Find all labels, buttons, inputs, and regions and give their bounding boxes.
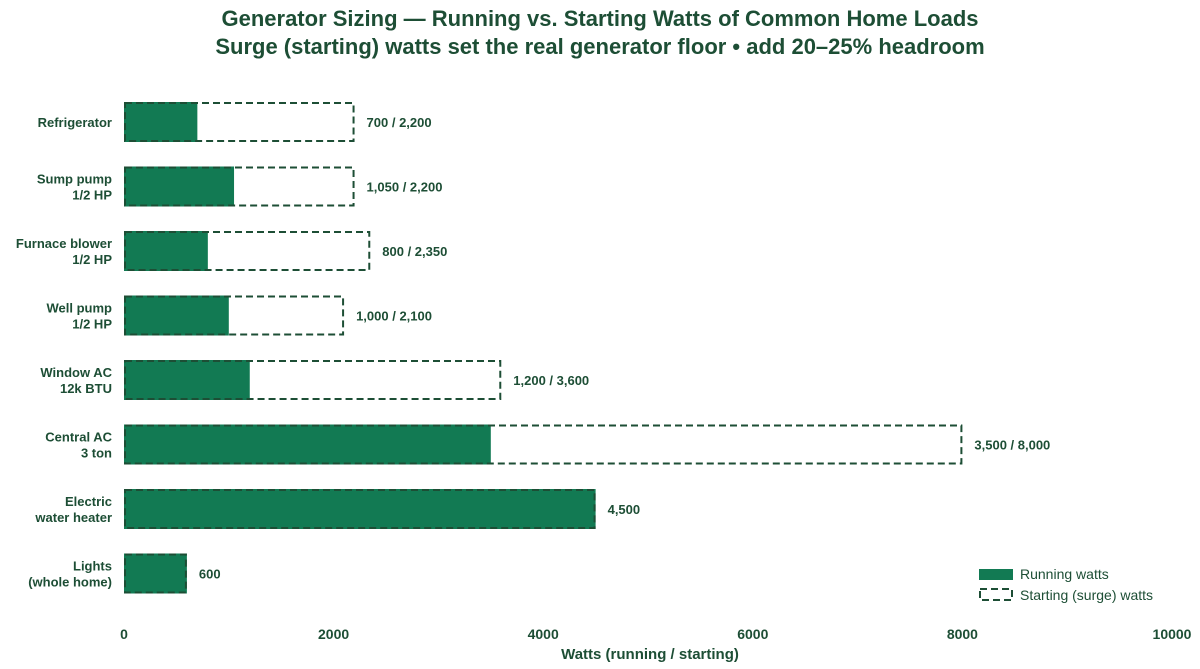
chart-title: Generator Sizing — Running vs. Starting … <box>221 6 979 31</box>
category-label: Lights <box>73 559 112 574</box>
legend-running-label: Running watts <box>1020 566 1109 582</box>
running-bar <box>124 489 596 529</box>
running-bar <box>124 360 250 400</box>
running-bar <box>124 295 229 336</box>
legend-starting-label: Starting (surge) watts <box>1020 587 1153 603</box>
category-label: 1/2 HP <box>72 252 112 267</box>
starting-bar <box>124 489 596 529</box>
running-bar <box>124 102 198 142</box>
category-label: 1/2 HP <box>72 317 112 332</box>
running-bar <box>124 424 491 465</box>
bar-value-label: 800 / 2,350 <box>382 244 447 259</box>
starting-bar <box>124 166 355 207</box>
running-bar <box>124 231 208 271</box>
category-label: Electric <box>65 494 112 509</box>
x-tick-label: 0 <box>120 626 128 642</box>
bar-value-label: 700 / 2,200 <box>367 115 432 130</box>
category-label: water heater <box>34 510 112 525</box>
category-label: (whole home) <box>28 575 112 590</box>
legend-running-swatch <box>979 569 1013 580</box>
bar-value-label: 4,500 <box>608 502 641 517</box>
category-label: Window AC <box>40 365 112 380</box>
starting-bar <box>124 424 963 465</box>
category-label: Well pump <box>47 301 113 316</box>
x-tick-label: 6000 <box>737 626 768 642</box>
starting-bar <box>124 360 502 400</box>
legend-starting-swatch <box>979 588 1013 601</box>
x-tick-label: 2000 <box>318 626 349 642</box>
running-bar <box>124 166 235 207</box>
bar-value-label: 1,050 / 2,200 <box>367 180 443 195</box>
category-label: 12k BTU <box>60 381 112 396</box>
category-label: 1/2 HP <box>72 188 112 203</box>
starting-bar <box>124 553 187 594</box>
category-label: Central AC <box>45 430 112 445</box>
bar-value-label: 600 <box>199 567 221 582</box>
category-label: Sump pump <box>37 172 112 187</box>
bar-value-label: 3,500 / 8,000 <box>974 438 1050 453</box>
bar-value-label: 1,200 / 3,600 <box>513 373 589 388</box>
starting-bar <box>124 231 371 271</box>
running-bar <box>124 553 187 594</box>
x-tick-label: 10000 <box>1153 626 1192 642</box>
x-axis-label: Watts (running / starting) <box>561 646 739 663</box>
x-tick-label: 8000 <box>947 626 978 642</box>
category-label: Furnace blower <box>16 236 112 251</box>
bar-value-label: 1,000 / 2,100 <box>356 309 432 324</box>
category-label: Refrigerator <box>38 115 112 130</box>
starting-bar <box>124 295 345 336</box>
starting-bar <box>124 102 355 142</box>
category-label: 3 ton <box>81 446 112 461</box>
x-tick-label: 4000 <box>528 626 559 642</box>
chart-subtitle: Surge (starting) watts set the real gene… <box>215 34 985 59</box>
